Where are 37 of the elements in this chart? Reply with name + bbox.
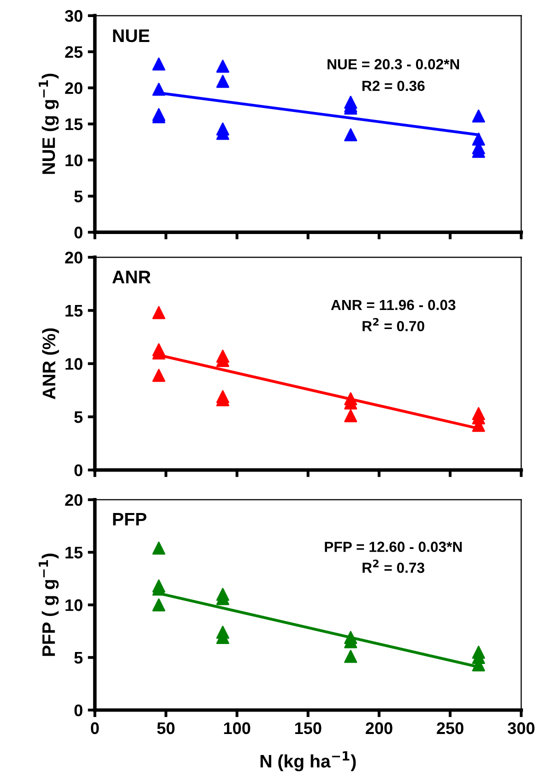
y-tick-label: 20 [65, 252, 82, 264]
y-tick-label: 10 [66, 599, 82, 612]
y-tick-label: 0 [74, 704, 82, 716]
x-tick-label: 100 [224, 722, 250, 734]
y-tick-label: 15 [66, 118, 83, 130]
annotation: PFP = 12.60 - 0.03*N [324, 542, 462, 552]
y-axis-title: NUE (g g$^{−1}$) [38, 74, 59, 174]
y-tick-label: 20 [65, 494, 82, 506]
annotation: R2 = 0.36 [362, 80, 425, 92]
y-tick-label: 25 [65, 46, 83, 58]
y-tick-label: 5 [74, 411, 83, 424]
x-tick-label: 150 [295, 722, 322, 734]
y-tick-label: 15 [66, 305, 83, 317]
y-tick-label: 10 [66, 358, 82, 370]
x-tick-label: 250 [436, 722, 464, 734]
y-tick-label: 30 [64, 10, 82, 22]
y-tick-label: 15 [66, 546, 83, 558]
x-axis-title: N (kg ha$^{−1}$) [260, 751, 356, 772]
annotation: PFP [113, 512, 146, 526]
annotation: NUE = 20.3 - 0.02*N [328, 59, 459, 70]
x-tick-label: 0 [90, 722, 99, 734]
x-tick-label: 50 [157, 722, 175, 734]
annotation: ANR [112, 270, 151, 284]
annotation: ANR = 11.96 - 0.03 [331, 300, 456, 310]
x-tick-label: 200 [366, 722, 392, 734]
y-axis-title: ANR (%) [42, 328, 59, 400]
y-tick-label: 5 [74, 190, 83, 202]
y-tick-label: 5 [74, 652, 83, 664]
y-tick-label: 20 [65, 82, 82, 94]
annotation: NUE [113, 30, 150, 42]
y-axis-title: PFP ( g g$^{−1}$) [38, 554, 59, 656]
annotation: R$^{2}$ = 0.73 [362, 560, 424, 573]
y-tick-label: 10 [66, 154, 82, 166]
y-tick-label: 0 [74, 464, 82, 476]
x-tick-label: 300 [508, 722, 534, 734]
y-tick-label: 0 [74, 226, 82, 238]
annotation: R$^{2}$ = 0.70 [362, 318, 424, 332]
